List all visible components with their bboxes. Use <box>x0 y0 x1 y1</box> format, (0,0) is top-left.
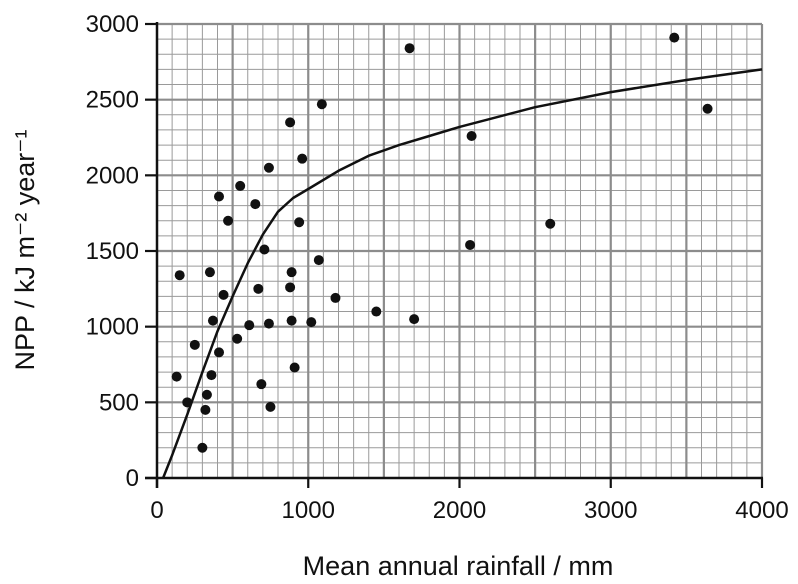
x-axis-title: Mean annual rainfall / mm <box>303 551 614 581</box>
x-tick-label: 0 <box>150 497 163 524</box>
data-point <box>285 282 296 293</box>
data-point <box>256 379 267 390</box>
trend-line <box>161 68 763 479</box>
data-point <box>330 292 341 303</box>
data-point <box>289 362 300 373</box>
x-tick-labels: 0 1000 2000 3000 4000 <box>150 497 788 524</box>
y-tick-labels: 0 500 1000 1500 2000 2500 3000 <box>86 11 139 492</box>
data-point <box>174 270 185 281</box>
data-point <box>316 99 327 110</box>
y-axis-title: NPP / kJ m⁻² year⁻¹ <box>10 129 40 370</box>
data-point <box>297 153 308 164</box>
data-point <box>201 389 212 400</box>
data-point <box>223 215 234 226</box>
axes <box>145 22 764 488</box>
x-tick-label: 1000 <box>282 497 335 524</box>
data-point <box>189 339 200 350</box>
y-tick-label: 2000 <box>86 162 139 189</box>
data-point <box>263 318 274 329</box>
data-point <box>669 32 680 43</box>
y-tick-label: 1500 <box>86 238 139 265</box>
y-tick-label: 500 <box>99 389 139 416</box>
data-point <box>182 397 193 408</box>
data-point <box>465 239 476 250</box>
data-point <box>286 315 297 326</box>
data-point <box>253 283 264 294</box>
data-point <box>371 306 382 317</box>
y-tick-label: 0 <box>126 465 139 492</box>
x-tick-label: 3000 <box>584 497 637 524</box>
data-point <box>286 267 297 278</box>
data-point <box>250 199 261 210</box>
data-point <box>285 117 296 128</box>
data-point <box>265 401 276 412</box>
data-point <box>313 255 324 266</box>
data-point <box>545 218 556 229</box>
data-point <box>235 180 246 191</box>
data-point <box>206 370 217 381</box>
x-tick-label: 2000 <box>433 497 486 524</box>
data-point <box>214 191 225 202</box>
y-tick-label: 3000 <box>86 11 139 38</box>
data-point <box>409 314 420 325</box>
data-point <box>200 404 211 415</box>
data-points <box>171 32 713 453</box>
data-point <box>259 244 270 255</box>
data-point <box>197 442 208 453</box>
data-point <box>207 315 218 326</box>
data-point <box>466 130 477 141</box>
data-point <box>232 333 243 344</box>
data-point <box>306 317 317 328</box>
data-point <box>404 43 415 54</box>
data-point <box>171 371 182 382</box>
data-point <box>204 267 215 278</box>
data-point <box>244 320 255 331</box>
trend-line-group <box>161 68 763 479</box>
y-tick-label: 2500 <box>86 87 139 114</box>
x-tick-label: 4000 <box>735 497 788 524</box>
data-point <box>263 162 274 173</box>
y-tick-label: 1000 <box>86 314 139 341</box>
data-point <box>218 289 229 300</box>
major-grid <box>157 22 764 478</box>
data-point <box>214 347 225 358</box>
data-point <box>702 103 713 114</box>
data-point <box>294 217 305 228</box>
